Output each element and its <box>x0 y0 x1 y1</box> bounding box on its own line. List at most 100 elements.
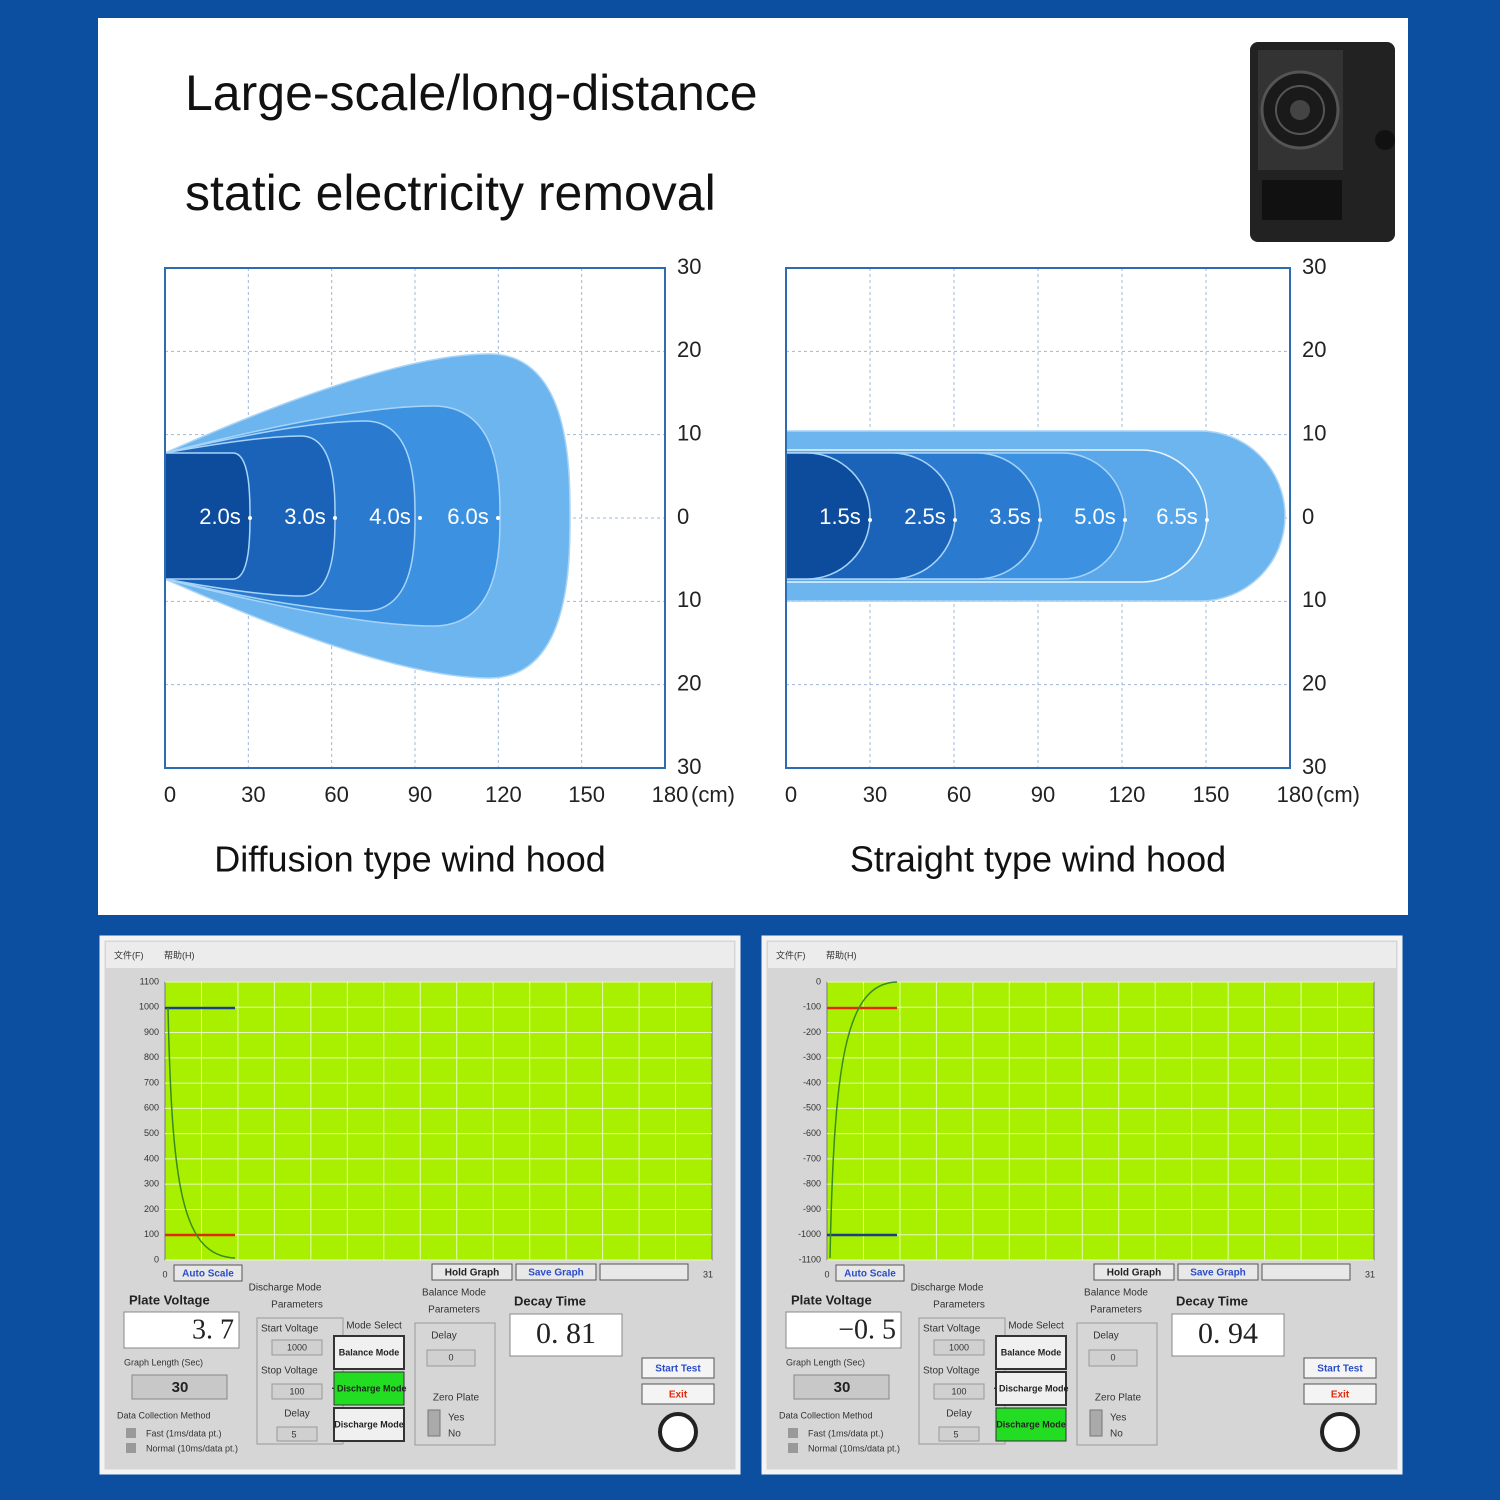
checkbox[interactable] <box>788 1443 798 1453</box>
method-option: Fast (1ms/data pt.) <box>808 1428 884 1438</box>
checkbox[interactable] <box>126 1428 136 1438</box>
exit-button[interactable] <box>1303 1383 1377 1405</box>
start-test-button[interactable] <box>641 1357 715 1379</box>
auto-scale-button[interactable] <box>173 1264 243 1282</box>
y-tick-label: -100 <box>803 1002 821 1012</box>
x-tick-label: 180 <box>652 782 689 807</box>
toggle[interactable] <box>1089 1409 1103 1437</box>
auto-scale-button[interactable] <box>835 1264 905 1282</box>
start-test-button[interactable] <box>1303 1357 1377 1379</box>
caption: Straight type wind hood <box>850 839 1226 880</box>
x-tick-label: 0 <box>164 782 176 807</box>
y-tick-label: 10 <box>1302 420 1326 445</box>
diagram: 0 30 60 90 120 150 180 (cm) 30 20 10 0 10 20 30 1.5s 2.5… <box>785 254 1360 880</box>
mode-button[interactable] <box>333 1407 405 1442</box>
label: Delay <box>946 1409 972 1420</box>
label: Discharge Mode <box>249 1283 322 1294</box>
zone-label: 6.5s <box>1156 504 1198 529</box>
y-tick-label: 1100 <box>140 976 159 986</box>
y-tick-label: 700 <box>144 1077 159 1087</box>
start-test-button-label: Start Test <box>655 1364 701 1375</box>
mode-button[interactable] <box>995 1371 1067 1406</box>
label: Delay <box>284 1409 310 1420</box>
graph-length-value: 30 <box>834 1379 851 1396</box>
label: Parameters <box>271 1300 323 1311</box>
y-tick-label: 0 <box>816 976 821 986</box>
label: Graph Length (Sec) <box>786 1357 865 1367</box>
x-tick-label: 0 <box>785 782 797 807</box>
x-tick-label: 180 <box>1277 782 1314 807</box>
value-box <box>271 1339 323 1356</box>
mode-button[interactable] <box>333 1371 405 1406</box>
label: Zero Plate <box>1095 1393 1142 1404</box>
y-tick-label: 30 <box>1302 254 1326 279</box>
mode-button-label: Discharge Mode <box>334 1419 404 1429</box>
value-box <box>123 1311 240 1349</box>
save-graph-button[interactable] <box>1177 1263 1259 1281</box>
zone-label: 3.5s <box>989 504 1031 529</box>
y-tick-label: -1100 <box>799 1254 821 1264</box>
label: Data Collection Method <box>779 1410 873 1420</box>
hold-graph-button[interactable] <box>431 1263 513 1281</box>
menu-item[interactable]: 文件(F) <box>114 949 144 960</box>
y-tick-label: -400 <box>803 1077 821 1087</box>
mode-button-label: Balance Mode <box>1001 1347 1062 1357</box>
y-tick-label: -1000 <box>798 1229 821 1239</box>
label: Plate Voltage <box>791 1292 872 1307</box>
y-tick-label: 20 <box>1302 670 1326 695</box>
zone-label: 1.5s <box>819 504 861 529</box>
label: Mode Select <box>346 1321 402 1332</box>
value-box <box>131 1374 228 1400</box>
x-tick-label: 30 <box>863 782 887 807</box>
title: static electricity removal <box>185 165 716 221</box>
label: Start Voltage <box>923 1324 981 1335</box>
y-tick-label: 10 <box>677 587 701 612</box>
checkbox[interactable] <box>788 1428 798 1438</box>
y-tick-label: -800 <box>803 1179 821 1189</box>
y-tick-label: 200 <box>144 1204 159 1214</box>
hold-graph-button[interactable] <box>1093 1263 1175 1281</box>
method-option: Fast (1ms/data pt.) <box>146 1428 222 1438</box>
x-tick-label: 150 <box>568 782 605 807</box>
checkbox[interactable] <box>126 1443 136 1453</box>
value-box <box>793 1374 890 1400</box>
zone-dot <box>496 516 500 520</box>
zone-label: 5.0s <box>1074 504 1116 529</box>
graph-area <box>826 981 1375 1261</box>
zone-dot <box>953 518 957 522</box>
label: Discharge Mode <box>911 1283 984 1294</box>
label: Data Collection Method <box>117 1410 211 1420</box>
disabled-button[interactable] <box>1261 1263 1351 1281</box>
save-graph-button[interactable] <box>515 1263 597 1281</box>
menu-item[interactable]: 文件(F) <box>776 949 806 960</box>
exit-button[interactable] <box>641 1383 715 1405</box>
x-tick-label: 120 <box>485 782 522 807</box>
disabled-button[interactable] <box>599 1263 689 1281</box>
software-panel: 文件(F) 帮助(H) 0 -100 -200 -300 -400 -500 -600 -700 -… <box>761 935 1403 1475</box>
label: Stop Voltage <box>261 1366 318 1377</box>
label: Parameters <box>428 1305 480 1316</box>
label: Delay <box>1093 1331 1119 1342</box>
mode-button[interactable] <box>333 1335 405 1370</box>
menu-item[interactable]: 帮助(H) <box>826 949 857 960</box>
x-tick-label: 60 <box>324 782 348 807</box>
value-box <box>938 1426 980 1442</box>
toggle[interactable] <box>427 1409 441 1437</box>
zone-label: 2.5s <box>904 504 946 529</box>
menu-item[interactable]: 帮助(H) <box>164 949 195 960</box>
y-tick-label: -600 <box>803 1128 821 1138</box>
delay-value: 5 <box>291 1429 296 1439</box>
start-voltage-value: 1000 <box>287 1342 307 1352</box>
y-tick-label: 600 <box>144 1103 159 1113</box>
label: Balance Mode <box>1084 1288 1148 1299</box>
hold-graph-button-label: Hold Graph <box>1107 1268 1161 1279</box>
method-option: Normal (10ms/data pt.) <box>808 1443 900 1453</box>
save-graph-button-label: Save Graph <box>528 1268 584 1279</box>
plate-voltage-value: −0. 5 <box>838 1314 896 1345</box>
mode-button[interactable] <box>995 1335 1067 1370</box>
zone-label: 6.0s <box>447 504 489 529</box>
value-box <box>933 1339 985 1356</box>
mode-button[interactable] <box>995 1407 1067 1442</box>
caption: Diffusion type wind hood <box>214 839 606 880</box>
